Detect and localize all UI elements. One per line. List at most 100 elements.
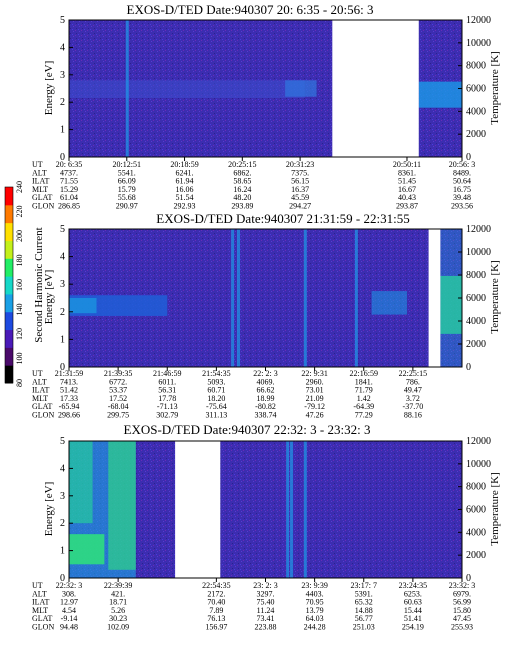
heatmap-streak — [236, 229, 240, 367]
orbit-value: 12.97 — [60, 598, 78, 607]
orbit-value: 88.16 — [404, 411, 422, 420]
orbit-value: -37.70 — [403, 402, 424, 411]
orbit-value: 71.55 — [60, 177, 78, 186]
orbit-value: 302.79 — [156, 411, 178, 420]
orbit-value: -68.04 — [108, 402, 129, 411]
orbit-value: 6772. — [109, 377, 127, 386]
heatmap-streak — [286, 441, 290, 578]
ytick-label: 2 — [60, 97, 65, 108]
orbit-value: 15.29 — [60, 185, 78, 194]
orbit-row-label: GLON — [32, 202, 54, 211]
heatmap-band — [69, 80, 305, 99]
panel-3-y2ticks: 0 2000 4000 6000 8000 10000 12000 — [458, 436, 491, 584]
orbit-value: 7.89 — [209, 606, 223, 615]
colorbar-swatch — [5, 311, 13, 331]
heatmap-streak — [231, 229, 235, 367]
panel-3-yticks: 0 1 2 3 4 5 — [60, 436, 73, 584]
colorbar-tick-label: 80 — [15, 379, 24, 387]
orbit-value: 293.89 — [231, 202, 253, 211]
orbit-value: 18.71 — [109, 598, 127, 607]
orbit-value: 16.24 — [233, 185, 251, 194]
orbit-value: -80.82 — [255, 402, 276, 411]
orbit-value: 21:39:35 — [104, 369, 132, 378]
orbit-value: 13.79 — [306, 606, 324, 615]
panel-2-plot — [68, 228, 463, 368]
heatmap-band — [69, 441, 93, 524]
panel-3-plot — [68, 440, 463, 579]
colorbar-tick-label: 180 — [15, 255, 24, 267]
y2tick-label: 6000 — [466, 84, 486, 95]
panel-3-ylabel: Energy [eV] — [43, 482, 55, 536]
orbit-value: 2172. — [207, 589, 225, 598]
orbit-value: -65.94 — [59, 402, 80, 411]
colorbar: 80 100 120 140 160 180 200 220 240 Second Harmon… — [4, 181, 45, 387]
orbit-value: 58.65 — [233, 177, 251, 186]
orbit-value: 17.78 — [158, 394, 176, 403]
orbit-value: 255.93 — [451, 623, 473, 632]
colorbar-tick-label: 160 — [15, 279, 24, 291]
orbit-value: 56.15 — [291, 177, 309, 186]
orbit-value: 23:17: 7 — [351, 581, 377, 590]
orbit-value: 2960. — [306, 377, 324, 386]
orbit-value: 50.64 — [453, 177, 471, 186]
ytick-label: 5 — [60, 224, 65, 235]
orbit-row-label: GLAT — [32, 402, 53, 411]
orbit-value: 17.33 — [60, 394, 78, 403]
orbit-value: 47.45 — [453, 614, 471, 623]
orbit-value: 3.72 — [406, 394, 420, 403]
orbit-row-label: ALT — [32, 168, 47, 177]
y2tick-label: 8000 — [466, 270, 486, 281]
orbit-value: 338.74 — [255, 411, 277, 420]
orbit-value: 51.42 — [60, 386, 78, 395]
orbit-value: 64.03 — [306, 614, 324, 623]
orbit-value: 299.75 — [107, 411, 129, 420]
orbit-value: 49.47 — [404, 386, 422, 395]
y2tick-label: 12000 — [466, 224, 491, 235]
orbit-value: 45.59 — [291, 193, 309, 202]
orbit-value: 16.06 — [176, 185, 194, 194]
orbit-value: 6241. — [176, 168, 194, 177]
y2tick-label: 2000 — [466, 550, 486, 561]
orbit-value: 294.27 — [289, 202, 311, 211]
panel-1-yticks: 0 1 2 3 4 5 — [60, 15, 73, 163]
orbit-row-label: GLON — [32, 411, 54, 420]
colorbar-swatch — [5, 240, 13, 259]
orbit-value: 4.54 — [62, 606, 76, 615]
colorbar-tick-label: 100 — [15, 353, 24, 365]
orbit-value: 5.26 — [111, 606, 125, 615]
orbit-value: 60.63 — [404, 598, 422, 607]
orbit-value: 6862. — [233, 168, 251, 177]
orbit-value: 6979. — [453, 589, 471, 598]
heatmap-band — [69, 534, 105, 565]
orbit-value: 17.52 — [109, 394, 127, 403]
heatmap-streak — [354, 229, 358, 367]
heatmap-band — [440, 275, 462, 334]
orbit-value: 251.03 — [353, 623, 375, 632]
orbit-value: 16.37 — [291, 185, 309, 194]
orbit-value: 16.67 — [398, 185, 416, 194]
orbit-row-label: ILAT — [32, 386, 49, 395]
orbit-value: 298.66 — [58, 411, 80, 420]
orbit-value: 48.20 — [233, 193, 251, 202]
panel-2-y2ticks: 0 2000 4000 6000 8000 10000 12000 — [458, 224, 491, 373]
orbit-value: 30.23 — [109, 614, 127, 623]
orbit-value: 75.40 — [257, 598, 275, 607]
orbit-value: 4403. — [306, 589, 324, 598]
orbit-value: 22: 2: 3 — [253, 369, 277, 378]
y2tick-label: 0 — [466, 573, 471, 584]
orbit-value: -9.14 — [61, 614, 78, 623]
heatmap-streak — [125, 20, 129, 157]
orbit-value: 22:32: 3 — [56, 581, 82, 590]
orbit-value: 22:16:59 — [350, 369, 378, 378]
orbit-value: -71.13 — [157, 402, 178, 411]
ytick-label: 4 — [60, 463, 65, 474]
colorbar-tick-label: 200 — [15, 230, 24, 242]
orbit-row-label: ILAT — [32, 177, 49, 186]
panel-1-y2ticks: 0 2000 4000 6000 8000 10000 12000 — [458, 15, 491, 163]
ytick-label: 4 — [60, 252, 65, 263]
orbit-value: 20:31:23 — [286, 160, 314, 169]
orbit-value: 20:50:11 — [393, 160, 421, 169]
orbit-row-label: GLON — [32, 623, 54, 632]
heatmap-band — [69, 298, 97, 314]
orbit-value: 7375. — [291, 168, 309, 177]
